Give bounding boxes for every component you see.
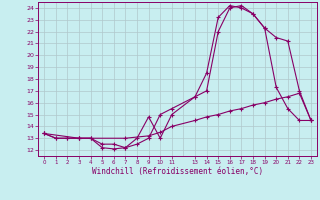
X-axis label: Windchill (Refroidissement éolien,°C): Windchill (Refroidissement éolien,°C) xyxy=(92,167,263,176)
